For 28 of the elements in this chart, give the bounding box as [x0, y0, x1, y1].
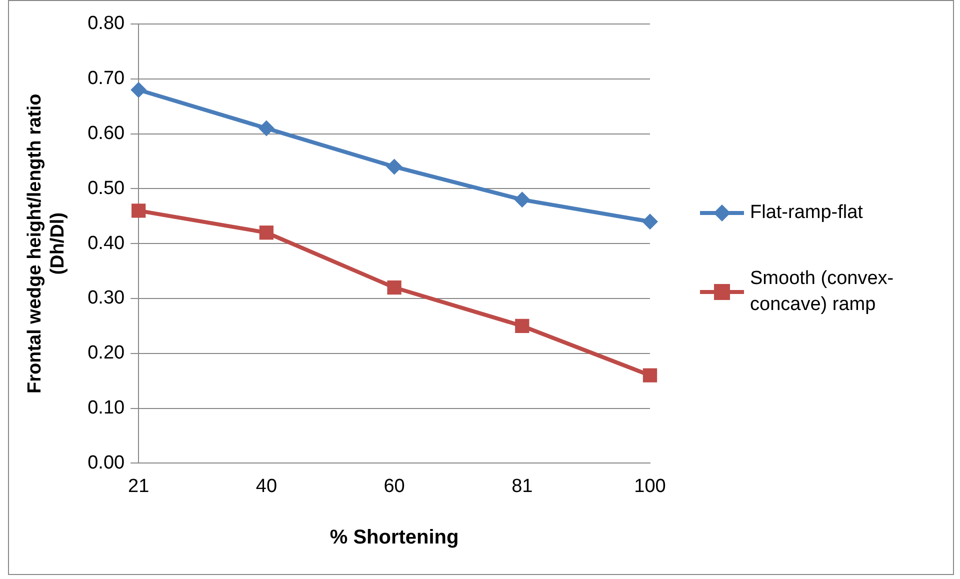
x-tick-label: 40	[256, 476, 278, 497]
y-tick-label: 0.60	[88, 123, 125, 144]
y-tick-label: 0.70	[88, 68, 125, 90]
legend-label: Flat-ramp-flat	[750, 201, 864, 225]
y-tick-label: 0.40	[88, 232, 125, 254]
y-tick-label: 0.00	[88, 452, 125, 474]
point	[515, 318, 530, 334]
point	[132, 204, 146, 218]
x-tick-label: 60	[384, 476, 405, 497]
point	[514, 192, 530, 208]
point	[642, 368, 658, 382]
y-tick-label: 0.80	[88, 13, 125, 34]
x-tick-label: 21	[128, 476, 150, 497]
point	[642, 214, 658, 230]
y-axis-title: Frontal wedge height/length ratio (Dh/Dl)	[24, 94, 68, 394]
y-tick-label: 0.50	[88, 178, 125, 199]
point	[259, 226, 274, 240]
x-tick-label: 81	[512, 476, 533, 497]
legend-label: Smooth (convex-concave) ramp	[750, 267, 895, 317]
point	[258, 120, 274, 136]
x-axis-title: % Shortening	[330, 526, 459, 549]
point	[130, 82, 147, 98]
y-tick-label: 0.10	[88, 398, 125, 419]
y-tick-label: 0.30	[88, 288, 125, 309]
point	[386, 158, 402, 175]
x-tick-label: 100	[634, 476, 666, 497]
y-tick-label: 0.20	[88, 342, 125, 364]
point	[387, 280, 402, 295]
